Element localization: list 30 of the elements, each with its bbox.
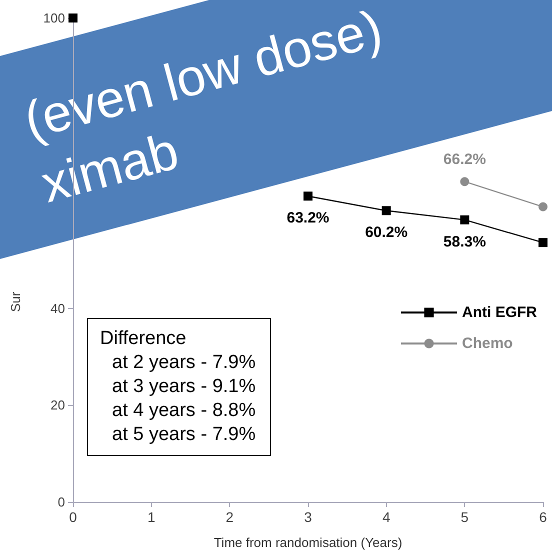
x-tick-label: 3 <box>304 509 312 525</box>
annotation: Difference <box>100 327 188 351</box>
x-tick-label: 0 <box>69 509 78 525</box>
point <box>538 202 548 212</box>
data-label: 60.2% <box>365 224 408 242</box>
x-tick-label: 1 <box>147 509 156 525</box>
data-label: 66.2% <box>443 151 486 168</box>
point <box>460 177 470 186</box>
legend-label: Anti EGFR <box>462 304 538 321</box>
annotation: at 2 years - 7.9% <box>111 351 256 375</box>
y-tick-label: 100 <box>43 10 65 26</box>
y-axis-title: Sur <box>8 292 23 312</box>
point <box>304 192 312 201</box>
x-tick-label: 2 <box>226 509 234 525</box>
x-tick-label: 4 <box>382 509 390 525</box>
annotation: at 3 years - 9.1% <box>111 375 256 399</box>
annotation: at 5 years - 7.9% <box>111 423 256 447</box>
point <box>460 215 470 224</box>
point <box>538 238 548 248</box>
data-label: 58.3% <box>443 233 486 250</box>
x-tick-label: 6 <box>539 509 548 525</box>
y-tick-label: 20 <box>50 398 65 413</box>
y-tick-label: 0 <box>58 494 65 510</box>
point <box>382 206 391 216</box>
x-tick-label: 5 <box>460 509 469 525</box>
y-tick-label: 40 <box>50 300 65 316</box>
annotation: at 4 years - 8.8% <box>111 399 256 423</box>
x-axis-title: Time from randomisation (Years) <box>214 535 402 550</box>
data-label: 63.2% <box>286 210 330 227</box>
legend-label: Chemo <box>462 335 513 352</box>
